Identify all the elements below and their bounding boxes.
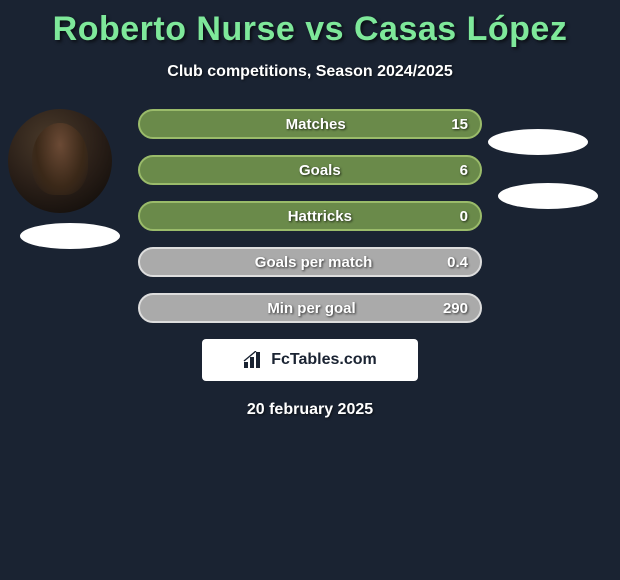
decorative-ellipse-right-1 bbox=[488, 129, 588, 155]
snapshot-date: 20 february 2025 bbox=[0, 401, 620, 419]
content-area: Matches15 Goals6 Hattricks0 Goals per match… bbox=[0, 109, 620, 323]
stat-label: Hattricks bbox=[140, 208, 460, 225]
stat-bars: Matches15 Goals6 Hattricks0 Goals per match… bbox=[138, 109, 482, 323]
stat-bar: Matches15 bbox=[138, 109, 482, 139]
decorative-ellipse-right-2 bbox=[498, 183, 598, 209]
stat-label: Goals bbox=[140, 162, 460, 179]
branding-badge[interactable]: FcTables.com bbox=[202, 339, 418, 381]
stat-bar: Hattricks0 bbox=[138, 201, 482, 231]
stat-value: 0 bbox=[460, 208, 480, 225]
bar-chart-icon bbox=[243, 351, 265, 369]
stat-label: Matches bbox=[140, 116, 451, 133]
stat-label: Goals per match bbox=[140, 254, 447, 271]
stat-label: Min per goal bbox=[140, 300, 443, 317]
stat-bar: Goals per match0.4 bbox=[138, 247, 482, 277]
stat-value: 6 bbox=[460, 162, 480, 179]
stat-value: 15 bbox=[451, 116, 480, 133]
stat-value: 0.4 bbox=[447, 254, 480, 271]
stat-bar: Goals6 bbox=[138, 155, 482, 185]
competitions-subtitle: Club competitions, Season 2024/2025 bbox=[0, 63, 620, 81]
branding-text: FcTables.com bbox=[271, 351, 377, 369]
comparison-title: Roberto Nurse vs Casas López bbox=[0, 0, 620, 49]
decorative-ellipse-left bbox=[20, 223, 120, 249]
stat-value: 290 bbox=[443, 300, 480, 317]
player-avatar bbox=[8, 109, 112, 213]
stat-bar: Min per goal290 bbox=[138, 293, 482, 323]
